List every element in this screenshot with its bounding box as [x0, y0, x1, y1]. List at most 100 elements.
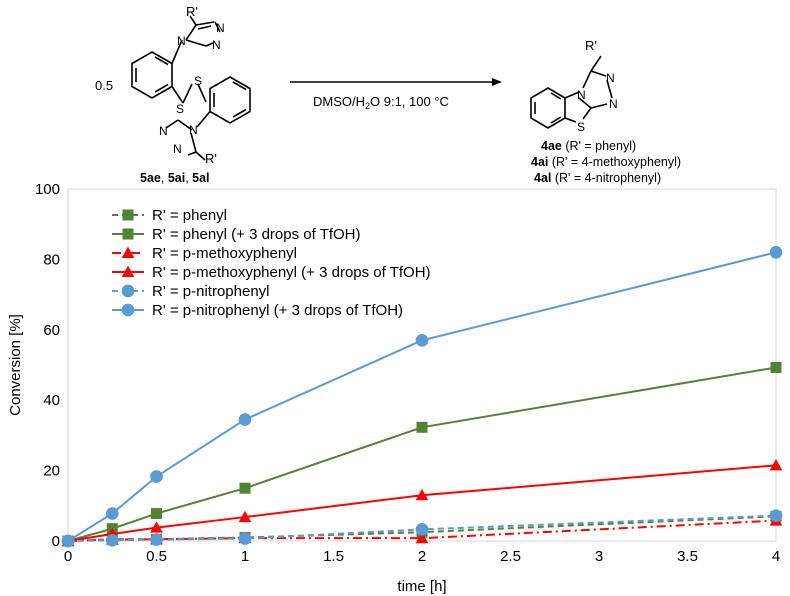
product-description: (R' = 4-methoxyphenyl) — [548, 155, 681, 169]
atom-label-n: N — [189, 123, 198, 137]
data-point — [238, 413, 252, 426]
reactant-separator: , — [185, 171, 192, 185]
atom-label-s: S — [577, 120, 585, 134]
data-point — [239, 482, 251, 494]
series-4 — [61, 509, 783, 548]
series-line — [67, 514, 777, 542]
x-tick-label: 0.5 — [146, 548, 167, 565]
data-point — [415, 488, 429, 501]
x-tick-label: 0 — [64, 548, 72, 565]
series-1 — [62, 361, 782, 547]
x-axis-title: time [h] — [397, 578, 446, 595]
series-line — [67, 366, 777, 542]
product-substituent: R' — [585, 38, 597, 53]
reaction-scheme: 0.5 R' N N N S S — [95, 4, 681, 185]
data-point — [769, 509, 783, 522]
legend-item: R' = phenyl — [112, 207, 227, 224]
y-tick-label: 0 — [52, 533, 60, 550]
atom-label-s: S — [194, 74, 202, 88]
atom-label-n: N — [159, 124, 168, 138]
atom-label-s: S — [176, 102, 184, 116]
x-tick-label: 3.5 — [677, 548, 698, 565]
legend-marker — [122, 209, 134, 221]
reactant-bottom-substituent: R' — [205, 151, 217, 166]
series-line — [67, 251, 777, 542]
reactant-separator: , — [161, 171, 168, 185]
reactant-code: 5al — [192, 171, 209, 185]
reactant-top-substituent: R' — [186, 4, 198, 19]
reaction-arrowhead — [492, 78, 502, 86]
x-tick-label: 2 — [418, 548, 426, 565]
legend-item: R' = p-methoxyphenyl (+ 3 drops of TfOH) — [112, 264, 431, 281]
product-description: (R' = phenyl) — [562, 139, 636, 153]
legend-item: R' = phenyl (+ 3 drops of TfOH) — [112, 226, 361, 243]
legend-item: R' = p-nitrophenyl — [112, 283, 270, 300]
y-axis-title: Conversion [%] — [7, 314, 24, 416]
atom-label-n: N — [216, 21, 225, 35]
product-code: 4ai — [531, 155, 548, 169]
stoich-label: 0.5 — [95, 78, 113, 93]
series-line — [67, 519, 777, 542]
reactant-top-benzene-ring — [131, 51, 173, 99]
legend-label: R' = p-nitrophenyl (+ 3 drops of TfOH) — [152, 302, 403, 319]
x-tick-label: 1 — [241, 548, 249, 565]
conversion-chart: 0 20 40 60 80 100 0 0.5 1 1.5 2 2.5 3 3.5 4 R' = phen… — [7, 181, 783, 595]
reactant-code: 5ae — [140, 171, 161, 185]
data-point — [150, 470, 163, 483]
data-point — [415, 334, 429, 347]
y-tick-label: 20 — [43, 463, 60, 480]
series-5 — [61, 246, 783, 548]
atom-label-n: N — [177, 34, 186, 48]
product-code-line: 4ai (R' = 4-methoxyphenyl) — [531, 155, 681, 169]
atom-label-n: N — [212, 38, 221, 52]
data-point — [238, 532, 252, 545]
legend-marker — [121, 265, 135, 278]
product-code-line: 4ae (R' = phenyl) — [541, 139, 636, 153]
reactant-codes: 5ae, 5ai, 5al — [140, 171, 210, 185]
x-tick-label: 4 — [772, 548, 780, 565]
y-tick-label: 100 — [35, 181, 60, 198]
legend-marker — [121, 246, 135, 259]
y-tick-label: 80 — [43, 251, 60, 268]
atom-label-n: N — [606, 71, 615, 85]
atom-label-n: N — [577, 88, 586, 102]
data-point — [105, 533, 119, 547]
product-code: 4ae — [541, 139, 562, 153]
data-point — [770, 361, 782, 373]
data-point — [61, 534, 75, 548]
data-point — [105, 507, 119, 520]
data-point — [416, 421, 428, 433]
legend-item: R' = p-methoxyphenyl — [112, 245, 297, 262]
atom-label-n: N — [609, 97, 618, 111]
legend: R' = phenyl R' = phenyl (+ 3 drops of TfO… — [112, 207, 431, 319]
y-axis: 0 20 40 60 80 100 — [35, 181, 60, 550]
product-benzene-ring — [530, 87, 566, 129]
product-description: (R' = 4-nitrophenyl) — [551, 171, 661, 185]
product-code: 4al — [534, 171, 551, 185]
legend-marker — [121, 284, 135, 298]
data-point — [769, 458, 783, 471]
product-code-line: 4al (R' = 4-nitrophenyl) — [534, 171, 661, 185]
atom-label-n: N — [173, 142, 182, 156]
x-tick-label: 3 — [595, 548, 603, 565]
data-point — [238, 510, 252, 523]
legend-label: R' = p-nitrophenyl — [152, 283, 270, 300]
legend-marker — [121, 303, 135, 317]
reaction-conditions: DMSO/H2O 9:1, 100 °C — [313, 94, 449, 111]
x-axis: 0 0.5 1 1.5 2 2.5 3 3.5 4 — [64, 548, 780, 565]
legend-marker — [122, 228, 134, 240]
data-point — [150, 521, 163, 533]
series-layer — [61, 246, 783, 548]
series-line — [67, 464, 777, 542]
legend-label: R' = p-methoxyphenyl — [152, 245, 297, 262]
legend-label: R' = phenyl (+ 3 drops of TfOH) — [152, 226, 361, 243]
data-point — [151, 508, 162, 520]
x-tick-label: 1.5 — [323, 548, 344, 565]
y-tick-label: 60 — [43, 322, 60, 339]
reactant-code: 5ai — [168, 171, 185, 185]
legend-item: R' = p-nitrophenyl (+ 3 drops of TfOH) — [112, 302, 403, 319]
y-tick-label: 40 — [43, 392, 60, 409]
legend-label: R' = p-methoxyphenyl (+ 3 drops of TfOH) — [152, 264, 431, 281]
data-point — [769, 246, 783, 259]
